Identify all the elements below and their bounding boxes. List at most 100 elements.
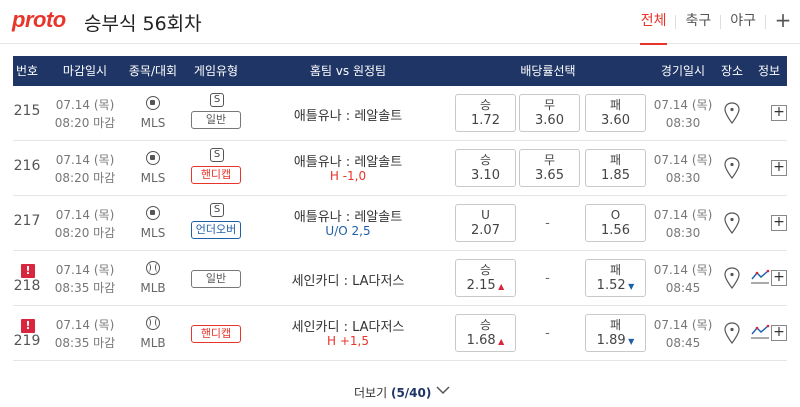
game-datetime: 07.14 (목) 08:45 xyxy=(653,261,713,297)
tab-baseball[interactable]: 야구 xyxy=(730,13,756,29)
odds-button[interactable]: 승 1.72 xyxy=(455,94,516,132)
odds-graph-icon[interactable] xyxy=(750,323,770,339)
game-time: 08:45 xyxy=(665,281,701,295)
match-teams: 애틀유나 : 레알솔트 xyxy=(293,210,403,225)
load-more-button[interactable]: 더보기 (5/40) xyxy=(354,384,431,401)
odds-label: 승 xyxy=(479,98,492,112)
page-title: 승부식 56회차 xyxy=(84,13,202,35)
deadline-date: 07.14 (목) xyxy=(55,98,115,112)
more-tabs-button[interactable]: + xyxy=(774,8,792,32)
info-plus-button[interactable]: + xyxy=(771,160,787,176)
odds-button[interactable]: 패 1.89 ▼ xyxy=(585,314,646,352)
deadline-date: 07.14 (목) xyxy=(55,208,115,222)
location-pin-icon[interactable] xyxy=(724,102,740,124)
location-pin-icon[interactable] xyxy=(724,322,740,344)
table-row: 217 07.14 (목) 08:20 마감 MLS S 언더오버 애틀유나 : 레알솔트 U… xyxy=(13,196,787,251)
odds-label: 승 xyxy=(479,318,492,332)
game-type-badge: 언더오버 xyxy=(191,221,241,239)
info-plus-button[interactable]: + xyxy=(771,215,787,231)
col-odds: 배당률선택 xyxy=(520,64,576,78)
odds-button[interactable]: 승 2.15 ▲ xyxy=(455,259,516,297)
location-pin-icon[interactable] xyxy=(724,157,740,179)
deadline: 07.14 (목) 08:20 마감 xyxy=(53,151,117,187)
odds-number: 2.07 xyxy=(471,223,500,238)
odds-label: U xyxy=(481,208,490,222)
odds-button[interactable]: 패 1.52 ▼ xyxy=(585,259,646,297)
odds-button[interactable]: O 1.56 xyxy=(585,204,646,242)
deadline: 07.14 (목) 08:35 마감 xyxy=(53,316,117,352)
tab-divider xyxy=(720,15,722,29)
odds-button[interactable]: 승 1.68 ▲ xyxy=(455,314,516,352)
game-type-badge: 일반 xyxy=(191,111,241,129)
soccer-ball-icon xyxy=(146,151,160,165)
game-type-badge: 일반 xyxy=(191,270,241,288)
odds-number: 1.72 xyxy=(471,113,500,128)
soccer-ball-icon xyxy=(146,206,160,220)
odds-label: 무 xyxy=(543,153,556,167)
odds-number: 3.60 xyxy=(535,113,564,128)
table-row: ! 219 07.14 (목) 08:35 마감 MLB 핸디캡 세인카디 : LA다저스 H… xyxy=(13,306,787,361)
game-time: 08:30 xyxy=(665,226,701,240)
info-plus-button[interactable]: + xyxy=(771,105,787,121)
handicap-value: H +1,5 xyxy=(327,334,369,348)
odds-button[interactable]: 무 3.65 xyxy=(519,149,580,187)
match-teams: 애틀유나 : 레알솔트 xyxy=(293,155,403,170)
game-type-badge: 핸디캡 xyxy=(191,325,241,343)
col-league: 종목/대회 xyxy=(128,64,178,78)
load-more-count: (5/40) xyxy=(390,386,432,400)
odds-label: 승 xyxy=(479,153,492,167)
odds-button[interactable]: 패 1.85 xyxy=(585,149,646,187)
game-number: 216 xyxy=(13,158,41,174)
baseball-ball-icon xyxy=(146,261,160,275)
deadline: 07.14 (목) 08:20 마감 xyxy=(53,96,117,132)
match-teams: 세인카디 : LA다저스 xyxy=(291,274,405,289)
tab-soccer[interactable]: 축구 xyxy=(685,13,712,29)
chevron-down-icon[interactable] xyxy=(436,385,450,395)
deadline-date: 07.14 (목) xyxy=(55,263,115,277)
col-venue: 장소 xyxy=(720,64,744,78)
tab-divider xyxy=(675,15,677,29)
odds-label: 승 xyxy=(479,263,492,277)
table-row: 215 07.14 (목) 08:20 마감 MLS S 일반 애틀유나 : 레알솔트 승 1.… xyxy=(13,86,787,141)
proto-logo[interactable]: proto xyxy=(12,7,66,32)
odds-button[interactable]: 승 3.10 xyxy=(455,149,516,187)
trend-up-icon: ▲ xyxy=(495,337,505,346)
baseball-ball-icon xyxy=(146,316,160,330)
table-header: 번호 마감일시 종목/대회 게임유형 홈팀 vs 원정팀 배당률선택 경기일시 … xyxy=(13,56,787,86)
odds-value: 1.85 xyxy=(586,168,645,184)
load-more-label: 더보기 xyxy=(354,386,388,400)
location-pin-icon[interactable] xyxy=(724,267,740,289)
col-game-time: 경기일시 xyxy=(660,64,706,78)
league-name: MLB xyxy=(140,336,166,350)
col-match: 홈팀 vs 원정팀 xyxy=(309,64,387,78)
odds-value: 1.56 xyxy=(586,223,645,239)
handicap-value: U/O 2,5 xyxy=(325,224,371,238)
odds-button[interactable]: 무 3.60 xyxy=(519,94,580,132)
sport-tabs: 전체 축구 야구 + xyxy=(632,0,800,45)
col-number: 번호 xyxy=(15,64,39,78)
odds-value: 3.60 xyxy=(520,113,579,129)
game-datetime: 07.14 (목) 08:30 xyxy=(653,151,713,187)
info-plus-button[interactable]: + xyxy=(771,270,787,286)
deadline: 07.14 (목) 08:35 마감 xyxy=(53,261,117,297)
deadline-time: 08:20 마감 xyxy=(54,226,116,240)
odds-button[interactable]: 패 3.60 xyxy=(585,94,646,132)
odds-unavailable: - xyxy=(545,326,550,341)
odds-label: 패 xyxy=(609,153,622,167)
location-pin-icon[interactable] xyxy=(724,212,740,234)
league-name: MLS xyxy=(140,171,166,185)
game-date: 07.14 (목) xyxy=(653,98,713,112)
soccer-ball-icon xyxy=(146,96,160,110)
tab-all[interactable]: 전체 xyxy=(632,0,676,45)
odds-graph-icon[interactable] xyxy=(750,268,770,284)
trend-up-icon: ▲ xyxy=(495,282,505,291)
info-plus-button[interactable]: + xyxy=(771,325,787,341)
league-name: MLB xyxy=(140,281,166,295)
deadline: 07.14 (목) 08:20 마감 xyxy=(53,206,117,242)
odds-number: 3.10 xyxy=(471,168,500,183)
odds-label: 패 xyxy=(609,263,622,277)
game-time: 08:30 xyxy=(665,116,701,130)
deadline-time: 08:20 마감 xyxy=(54,171,116,185)
odds-label: 패 xyxy=(609,318,622,332)
odds-button[interactable]: U 2.07 xyxy=(455,204,516,242)
